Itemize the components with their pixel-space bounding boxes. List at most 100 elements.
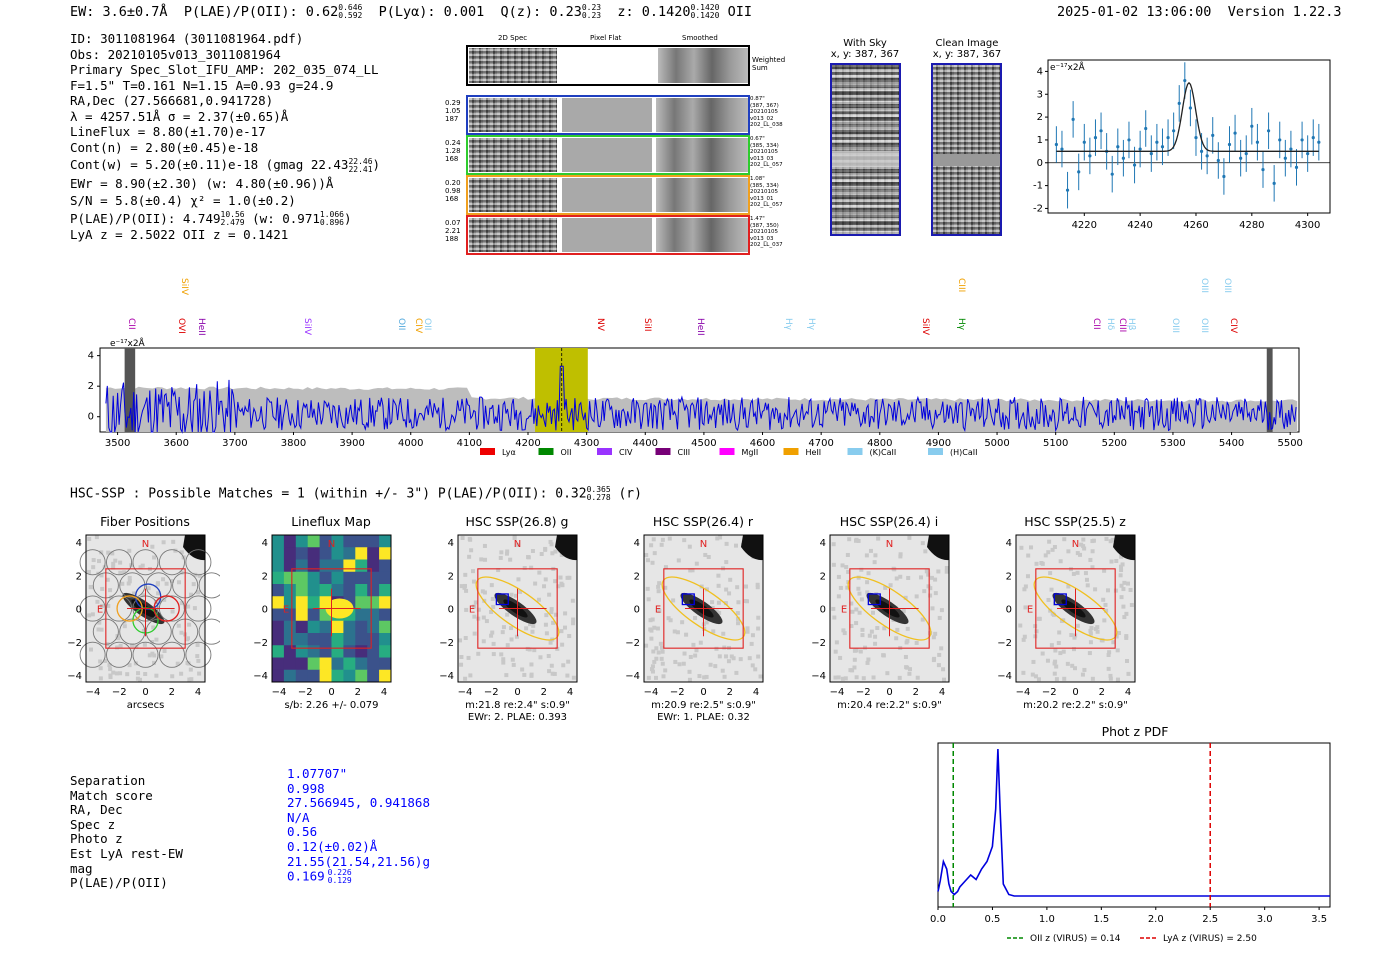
bright-star [1113,535,1135,561]
lineflux-cell [319,633,332,646]
full-ytick-label: 2 [88,381,94,392]
image-noise [556,584,561,589]
image-noise [499,550,504,555]
panel-xtick-label: 0 [142,687,148,698]
image-noise [836,574,841,579]
panel-ytick-label: 2 [76,571,82,582]
image-noise [1119,554,1124,559]
image-noise [1116,631,1121,636]
match-value: 0.12(±0.02)Å [287,838,378,854]
zoom-point [1172,129,1176,133]
fiber-row-flat [562,218,652,252]
image-noise [936,569,941,574]
image-noise [195,642,200,647]
image-noise [156,591,161,596]
image-noise [140,563,145,568]
clean-image-title: Clean Image x, y: 387, 367 [932,38,1002,60]
zoom-xtick-label: 4280 [1239,220,1264,231]
fiber-row-2d [469,98,557,132]
image-noise [567,575,572,580]
lineflux-cell [367,571,380,585]
info-sn: S/N = 5.8(±0.4) χ² = 1.0(±0.2) [70,193,296,208]
image-noise [563,625,568,630]
line-label: NV [595,318,606,331]
legend-label: CIV [619,448,633,457]
lineflux-cell [272,657,285,671]
panel-xtick-label: −2 [112,687,127,698]
image-noise [1124,635,1129,640]
lineflux-cell [307,633,321,646]
image-noise [1071,571,1076,576]
image-noise [646,597,651,602]
line-label: OIII [1198,318,1209,334]
image-noise [649,636,654,641]
full-xtick-label: 3700 [222,438,247,449]
line-label: CIII [955,278,966,293]
image-noise [655,626,660,631]
zoom-point [1177,101,1181,105]
image-noise [873,553,878,558]
fiber-row-left-stats: 0.24 1.28 168 [445,139,461,163]
search-box [105,568,186,649]
fiber-row-2d [469,138,557,172]
image-noise [846,569,851,574]
image-noise [1075,551,1080,556]
zoom-point [1239,156,1243,160]
line-label: Hβ [1125,318,1136,331]
bright-star [741,535,763,561]
fiber-info: 1.47" [750,216,765,222]
lineflux-cell [367,535,380,548]
image-noise [1072,647,1077,652]
lineflux-cell [379,535,392,548]
image-noise [650,617,655,622]
lineflux-cell [367,669,380,683]
search-box [849,568,930,649]
detection-info: ID: 3011081964 (3011081964.pdf) Obs: 202… [70,31,380,243]
image-noise [931,635,936,640]
image-noise [1128,587,1133,592]
fiber-info: 1.08" [750,176,765,182]
image-noise [922,589,927,594]
panel-xlabel: s/b: 2.26 +/- 0.079 [284,700,378,711]
panel-frame [829,534,950,683]
image-noise [920,541,925,546]
image-noise [926,584,931,589]
match-value: 21.55(21.54,21.56)g [287,853,430,869]
zoom-point [1261,168,1265,172]
lineflux-cell [379,645,392,658]
image-noise [558,575,563,580]
image-noise [185,637,190,642]
panel-xtick-label: 0 [514,687,520,698]
zoom-point [1088,154,1092,158]
image-noise [721,631,726,636]
lineflux-cell [295,620,309,634]
image-noise [1129,603,1134,608]
fiber-info: 20210105 [750,229,778,235]
panel-xtick-label: 2 [727,687,733,698]
image-noise [646,675,651,680]
lineflux-cell [319,559,332,573]
zoom-point [1188,106,1192,110]
image-noise [499,652,504,657]
photz-marks [937,743,1330,907]
image-noise [834,640,839,645]
image-noise [681,661,686,666]
image-noise [1026,553,1031,558]
image-noise [831,542,836,547]
compass-east: E [655,605,661,616]
image-noise [105,577,110,582]
zoom-ytick-label: 3 [1037,89,1043,100]
image-noise [537,570,542,575]
zoom-point [1317,140,1321,144]
image-noise [724,560,729,565]
image-noise [1031,659,1036,664]
image-noise [1090,549,1095,554]
image-noise [1083,571,1088,576]
full-xtick-label: 4700 [808,438,833,449]
image-noise [1033,674,1038,679]
image-noise [98,666,103,671]
compass-north: N [886,539,893,550]
image-noise [113,558,118,563]
image-noise [933,591,938,596]
panel-ytick-label: 2 [634,571,640,582]
